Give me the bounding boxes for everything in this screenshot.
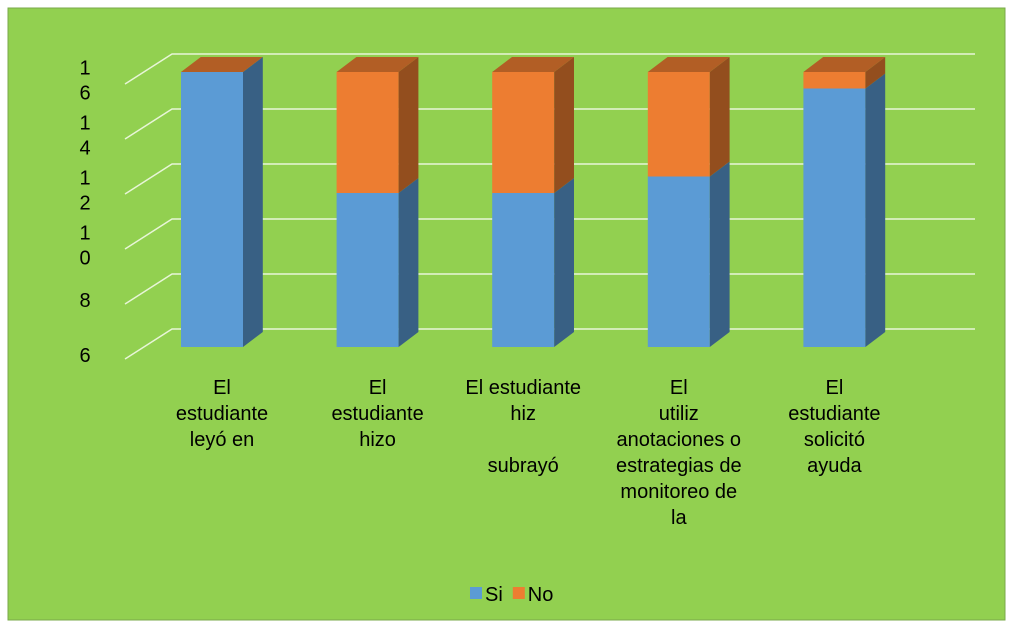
legend-swatch bbox=[512, 587, 525, 599]
bar-front bbox=[181, 72, 243, 347]
bar-front bbox=[647, 72, 710, 177]
x-tick-label: hizo bbox=[359, 429, 396, 451]
x-tick-label: estudiante bbox=[788, 403, 880, 425]
bar-side bbox=[398, 57, 419, 193]
bar-segment bbox=[336, 178, 419, 347]
bar-segment bbox=[492, 178, 574, 347]
bar-front bbox=[492, 193, 555, 347]
legend-label: Si bbox=[485, 584, 503, 606]
legend-swatch bbox=[470, 587, 482, 599]
bar-front bbox=[492, 72, 555, 193]
bar-segment bbox=[181, 57, 263, 72]
bar-front bbox=[336, 72, 399, 193]
bar-side bbox=[398, 178, 419, 347]
bar-side bbox=[865, 73, 886, 347]
legend-label: No bbox=[528, 584, 554, 606]
x-tick-label: El bbox=[826, 377, 844, 399]
x-tick-label: El bbox=[369, 377, 387, 399]
x-tick-label: anotaciones o bbox=[617, 429, 742, 451]
x-tick-label: la bbox=[671, 507, 687, 529]
bar-segment bbox=[647, 161, 730, 347]
bar-top bbox=[181, 57, 263, 72]
x-tick-label: solicitó bbox=[804, 429, 865, 451]
bar-top bbox=[492, 57, 574, 72]
bar-segment bbox=[803, 73, 886, 347]
x-tick-label: subrayó bbox=[488, 455, 559, 477]
x-tick-label: hiz bbox=[510, 403, 536, 425]
x-tick-label: monitoreo de bbox=[620, 481, 737, 503]
x-tick-label: El estudiante bbox=[465, 377, 581, 399]
x-tick-label: El bbox=[670, 377, 688, 399]
bar-segment bbox=[803, 57, 886, 89]
bar-front bbox=[647, 176, 710, 347]
x-tick-label: utiliz bbox=[659, 403, 699, 425]
bar-side bbox=[554, 178, 574, 347]
x-tick-label: El bbox=[213, 377, 231, 399]
x-tick-label: estudiante bbox=[331, 403, 423, 425]
bar-segment bbox=[492, 57, 574, 193]
bar-segment bbox=[647, 57, 730, 177]
bar-front bbox=[336, 193, 399, 347]
bar-side bbox=[709, 57, 730, 177]
bar-front bbox=[803, 88, 866, 347]
x-tick-label: estudiante bbox=[176, 403, 268, 425]
bar-segment bbox=[181, 57, 263, 347]
bar-top bbox=[647, 57, 730, 72]
y-tick-label: 8 bbox=[79, 290, 90, 312]
bar-top bbox=[803, 57, 886, 72]
grid-line bbox=[124, 53, 975, 85]
bar-segment bbox=[336, 57, 419, 193]
bar-top bbox=[336, 57, 419, 72]
x-tick-label: leyó en bbox=[190, 429, 255, 451]
bar-side bbox=[865, 57, 886, 89]
bar-front bbox=[803, 72, 866, 89]
bar-side bbox=[243, 57, 263, 347]
x-tick-label: ayuda bbox=[807, 455, 862, 477]
bar-side bbox=[709, 161, 730, 347]
bar-side bbox=[554, 57, 574, 193]
x-tick-label: estrategias de bbox=[616, 455, 742, 477]
y-tick-label: 6 bbox=[79, 345, 90, 367]
